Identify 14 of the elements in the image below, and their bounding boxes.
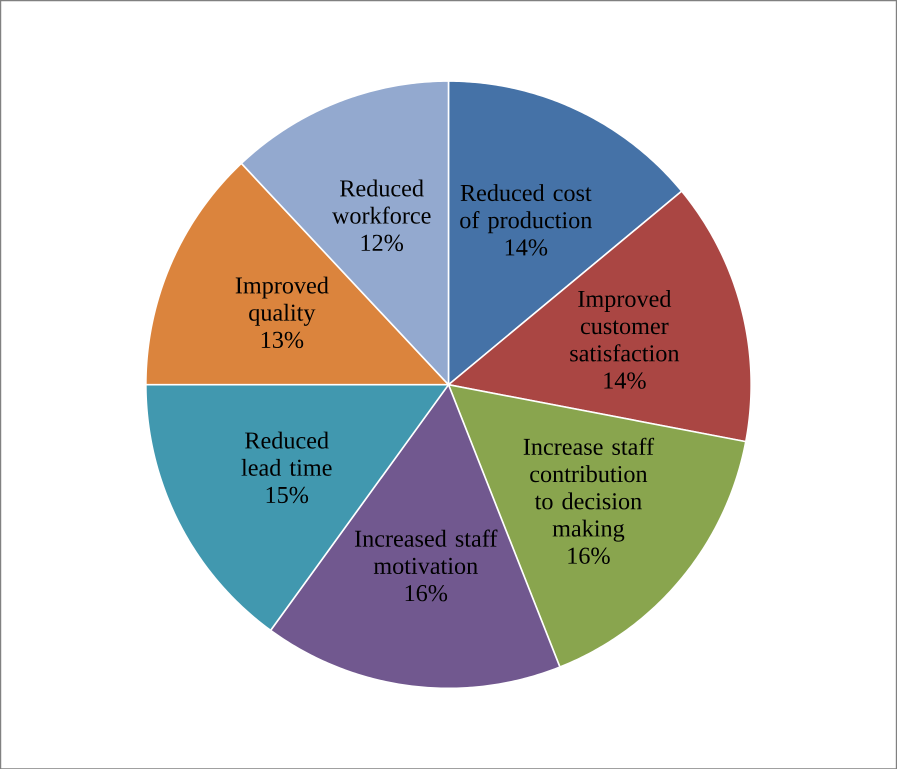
data-label: 15%: [266, 486, 308, 503]
data-label: 13%: [262, 332, 304, 348]
data-label: 12%: [362, 234, 404, 251]
data-label: 16%: [406, 584, 448, 602]
slice-label: Reduced workforce: [332, 179, 431, 224]
slice-label: Increase staff contribution to decision making: [524, 437, 654, 542]
slice-label: Increased staff motivation: [354, 529, 498, 574]
data-label: 14%: [604, 372, 646, 389]
slice-label: Reduced cost of production: [460, 184, 592, 234]
data-label: 14%: [506, 239, 548, 256]
data-label: 16%: [568, 547, 610, 564]
slice-label: Reduced lead time: [242, 431, 332, 476]
slice-label: Improved customer satisfaction: [570, 290, 680, 362]
slice-label: Improved quality: [236, 276, 329, 326]
